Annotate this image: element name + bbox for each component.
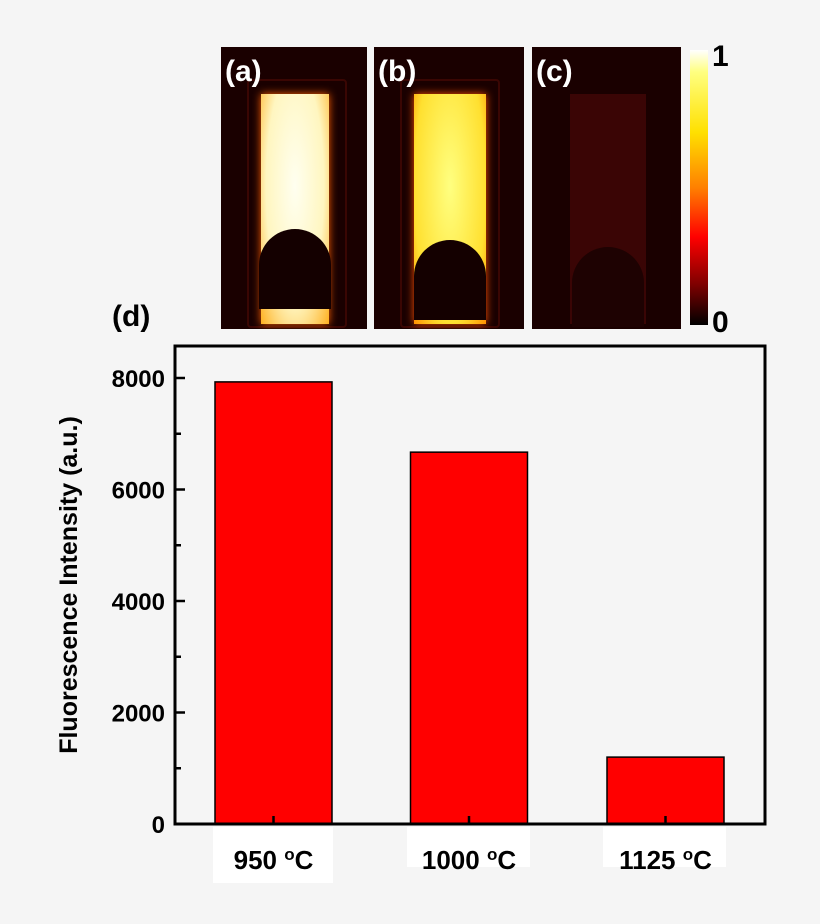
panel-c-image: (c): [532, 47, 681, 329]
y-tick-label: 8000: [112, 366, 165, 393]
chart-panel-label: (d): [112, 300, 151, 333]
panel-a-image: (a): [221, 47, 367, 329]
colorbar-min-label: 0: [712, 306, 729, 339]
y-tick-label: 4000: [112, 589, 165, 616]
colorbar-max-label: 1: [712, 40, 729, 73]
x-tick-label: 1125 oC: [619, 845, 712, 875]
panel-label: (c): [536, 55, 573, 88]
panel-b-image: (b): [374, 47, 524, 329]
colorbar: [690, 50, 708, 325]
y-tick-label: 6000: [112, 478, 165, 505]
bar: [409, 451, 529, 825]
y-axis-label: Fluorescence Intensity (a.u.): [55, 416, 83, 754]
bar: [606, 756, 725, 825]
y-tick-label: 0: [152, 812, 165, 839]
x-tick-label: 1000 oC: [422, 845, 516, 875]
bar: [214, 381, 333, 825]
x-tick-label: 950 oC: [234, 845, 314, 875]
y-tick-label: 2000: [112, 701, 165, 728]
panel-label: (b): [378, 55, 417, 88]
panel-label: (a): [225, 55, 262, 88]
